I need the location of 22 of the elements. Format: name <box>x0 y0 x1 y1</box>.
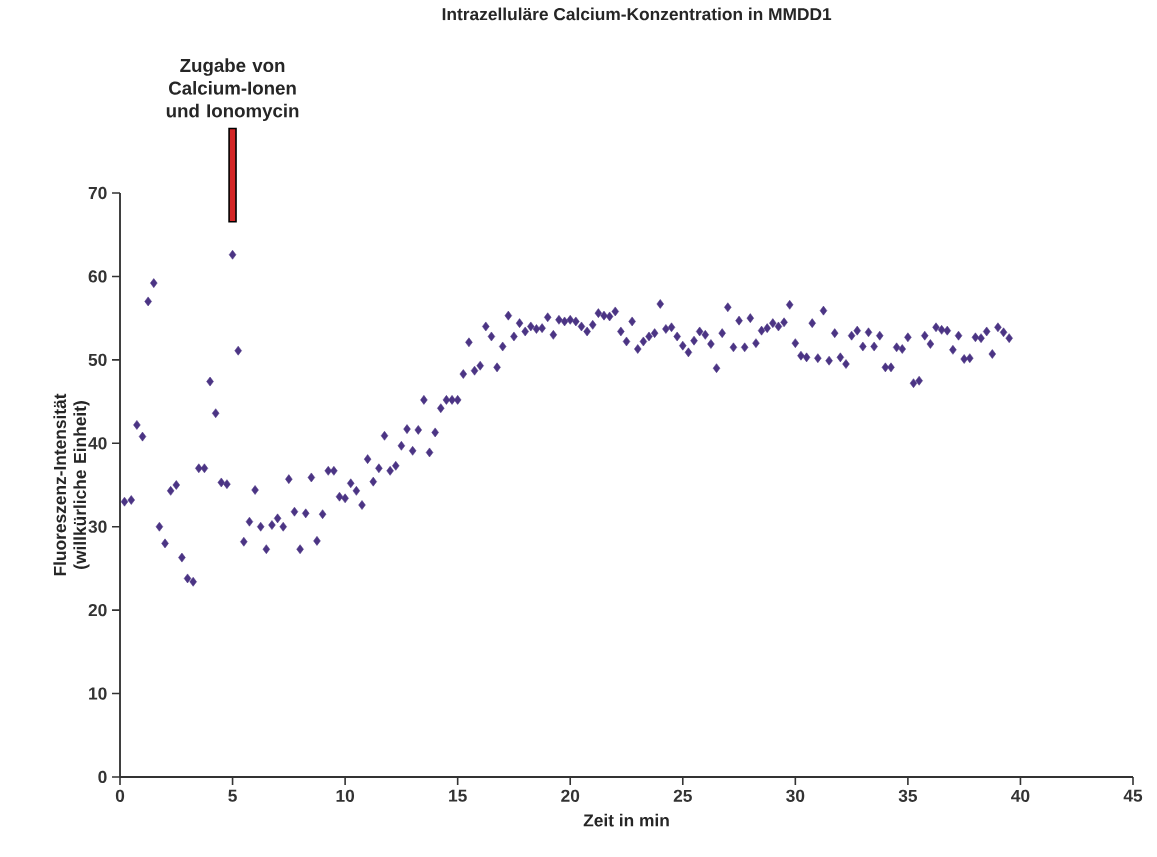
x-tick-label: 5 <box>228 789 237 802</box>
y-tick-label: 20 <box>88 603 107 617</box>
y-tick-label: 30 <box>88 520 107 533</box>
x-tick-label: 45 <box>1123 789 1143 802</box>
x-tick-label: 30 <box>786 789 805 802</box>
x-tick-label: 15 <box>449 789 467 802</box>
chart-title: Intrazelluläre Calcium-Konzentration in MMDD1 <box>442 7 832 21</box>
y-tick-label: 70 <box>88 186 107 200</box>
y-tick-label: 50 <box>88 353 107 366</box>
x-tick-label: 20 <box>561 789 580 802</box>
x-tick-label: 35 <box>898 789 918 802</box>
x-tick-label: 25 <box>673 789 692 802</box>
x-tick-label: 40 <box>1011 789 1030 802</box>
y-tick-label: 40 <box>88 437 107 450</box>
y-tick-label: 0 <box>98 770 107 784</box>
x-tick-label: 10 <box>336 789 355 802</box>
x-tick-label: 0 <box>115 789 125 802</box>
y-axis-title: Fluoreszenz-Intensität (willkürliche Einheit) <box>53 393 90 576</box>
x-axis-title: Zeit in min <box>583 813 669 827</box>
text: Zugabe von Calcium-Ionen und Ionomycin <box>166 58 299 122</box>
y-tick-label: 10 <box>89 687 107 700</box>
y-tick-label: 60 <box>88 270 107 283</box>
